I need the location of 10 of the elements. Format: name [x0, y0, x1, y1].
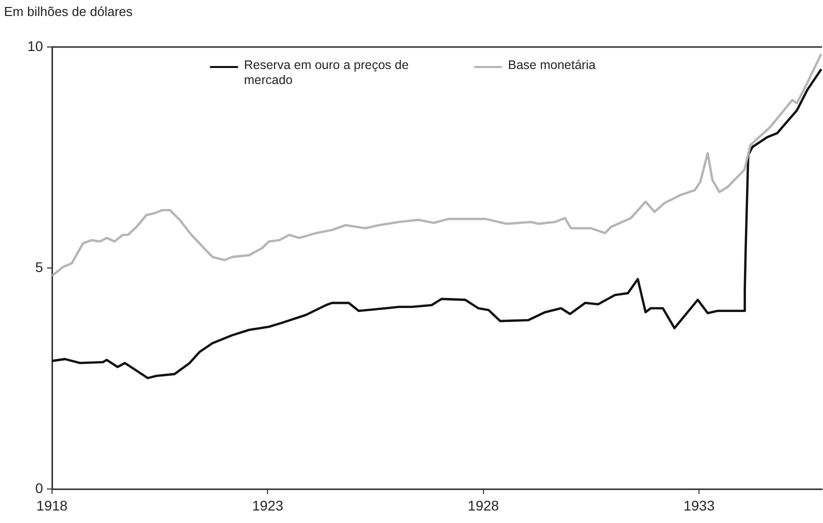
x-tick-label: 1928	[468, 497, 500, 514]
y-tick-label: 5	[35, 258, 44, 275]
y-tick-label: 10	[27, 38, 44, 54]
legend-label: Reserva em ouro a preços de mercado	[244, 58, 410, 88]
y-axis-title: Em bilhões de dólares	[4, 4, 133, 19]
x-tick-label: 1923	[252, 497, 284, 514]
legend-label: Base monetária	[508, 58, 596, 73]
y-tick-label: 0	[35, 480, 44, 496]
x-tick-label: 1933	[683, 497, 715, 514]
x-tick-label: 1918	[36, 497, 68, 514]
